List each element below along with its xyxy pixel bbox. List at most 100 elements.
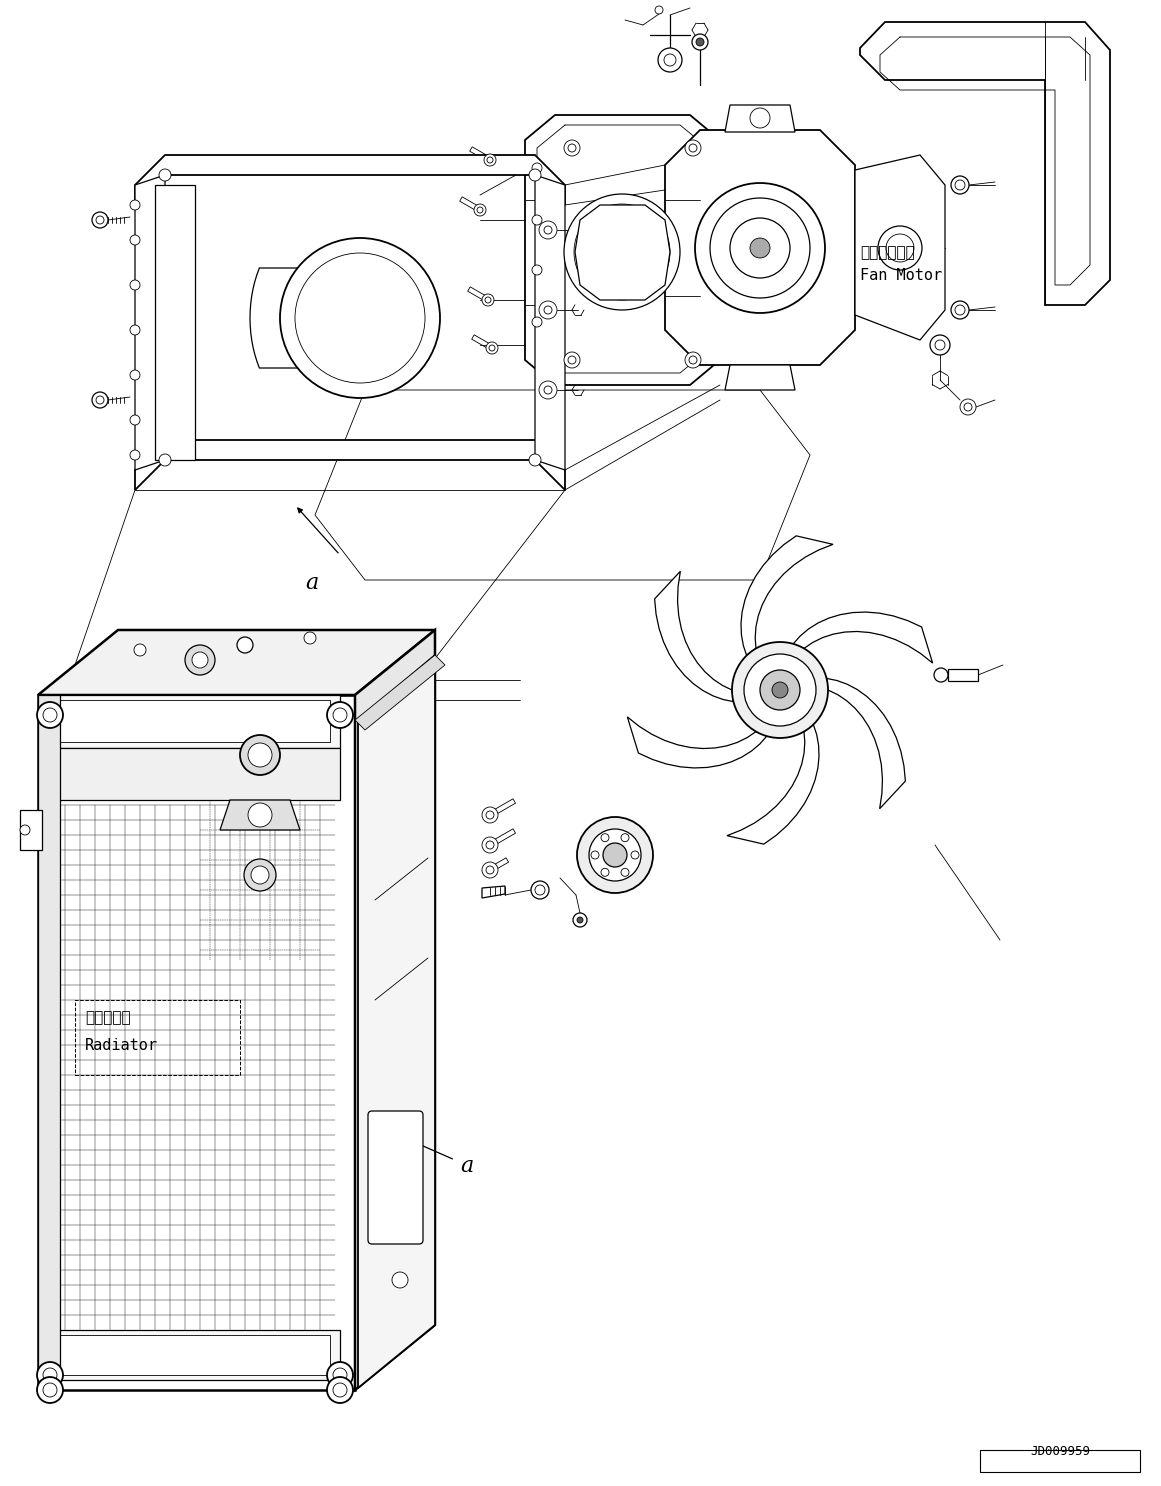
Circle shape xyxy=(251,866,269,884)
Polygon shape xyxy=(535,175,565,470)
Polygon shape xyxy=(741,536,832,655)
Circle shape xyxy=(240,736,280,776)
Circle shape xyxy=(685,140,701,156)
Circle shape xyxy=(333,707,347,722)
Bar xyxy=(980,1450,1140,1473)
Circle shape xyxy=(43,1383,57,1397)
Circle shape xyxy=(692,34,708,51)
Polygon shape xyxy=(38,630,435,695)
Circle shape xyxy=(20,825,30,835)
Circle shape xyxy=(574,204,670,300)
Circle shape xyxy=(477,207,483,212)
Circle shape xyxy=(603,843,627,866)
Polygon shape xyxy=(724,366,795,389)
Circle shape xyxy=(933,669,949,682)
Circle shape xyxy=(664,53,676,65)
Circle shape xyxy=(744,654,816,727)
Circle shape xyxy=(92,392,108,409)
Polygon shape xyxy=(60,1334,330,1375)
Circle shape xyxy=(130,370,140,380)
Polygon shape xyxy=(135,155,565,205)
Circle shape xyxy=(280,238,440,398)
Circle shape xyxy=(486,158,493,163)
Text: ラジエータ: ラジエータ xyxy=(85,1010,131,1025)
Circle shape xyxy=(568,144,576,152)
Circle shape xyxy=(730,218,789,278)
Circle shape xyxy=(532,265,542,275)
Circle shape xyxy=(621,834,629,841)
Polygon shape xyxy=(627,716,766,768)
Circle shape xyxy=(529,169,541,181)
Circle shape xyxy=(96,215,104,224)
Circle shape xyxy=(564,140,580,156)
Text: JD009959: JD009959 xyxy=(1030,1444,1090,1458)
Circle shape xyxy=(956,180,965,190)
Circle shape xyxy=(535,886,545,895)
Circle shape xyxy=(601,868,610,877)
Circle shape xyxy=(37,1378,63,1403)
Text: a: a xyxy=(305,572,318,594)
Circle shape xyxy=(545,226,551,233)
Circle shape xyxy=(695,183,825,314)
Polygon shape xyxy=(575,205,670,300)
Circle shape xyxy=(886,233,914,262)
Circle shape xyxy=(601,834,610,841)
Circle shape xyxy=(392,1272,408,1288)
Polygon shape xyxy=(219,799,300,831)
Circle shape xyxy=(304,632,316,643)
Polygon shape xyxy=(655,571,734,701)
Circle shape xyxy=(577,917,583,923)
FancyBboxPatch shape xyxy=(368,1112,423,1244)
Circle shape xyxy=(295,253,425,383)
Circle shape xyxy=(474,204,486,215)
Circle shape xyxy=(568,357,576,364)
Circle shape xyxy=(489,345,495,351)
Circle shape xyxy=(591,851,599,859)
Circle shape xyxy=(482,294,493,306)
Circle shape xyxy=(539,302,557,319)
Circle shape xyxy=(545,306,551,314)
Circle shape xyxy=(621,868,629,877)
Circle shape xyxy=(248,743,272,767)
Circle shape xyxy=(532,215,542,224)
Circle shape xyxy=(159,455,171,467)
Polygon shape xyxy=(38,695,60,1389)
Circle shape xyxy=(327,1363,353,1388)
Polygon shape xyxy=(315,389,810,580)
Circle shape xyxy=(878,226,922,270)
Circle shape xyxy=(577,817,652,893)
Circle shape xyxy=(159,169,171,181)
Circle shape xyxy=(130,201,140,210)
Circle shape xyxy=(589,829,641,881)
Circle shape xyxy=(772,682,788,698)
Circle shape xyxy=(130,450,140,461)
Polygon shape xyxy=(135,175,165,470)
Circle shape xyxy=(655,6,663,13)
Bar xyxy=(75,1000,240,1074)
Circle shape xyxy=(237,637,253,652)
Circle shape xyxy=(333,1369,347,1382)
Polygon shape xyxy=(38,695,355,1389)
Circle shape xyxy=(930,334,950,355)
Circle shape xyxy=(695,39,704,46)
Circle shape xyxy=(574,912,587,927)
Circle shape xyxy=(658,48,682,71)
Text: Radiator: Radiator xyxy=(85,1039,158,1054)
Text: a: a xyxy=(460,1155,474,1177)
Circle shape xyxy=(531,881,549,899)
Circle shape xyxy=(688,357,697,364)
Circle shape xyxy=(750,238,770,259)
Polygon shape xyxy=(250,267,390,369)
Polygon shape xyxy=(665,129,854,366)
Circle shape xyxy=(130,279,140,290)
Circle shape xyxy=(486,841,493,849)
Circle shape xyxy=(130,325,140,334)
Polygon shape xyxy=(156,184,195,461)
Circle shape xyxy=(711,198,810,299)
Circle shape xyxy=(951,302,969,319)
Circle shape xyxy=(485,297,491,303)
Circle shape xyxy=(532,163,542,172)
Circle shape xyxy=(960,400,976,415)
Circle shape xyxy=(327,1378,353,1403)
Circle shape xyxy=(750,108,770,128)
